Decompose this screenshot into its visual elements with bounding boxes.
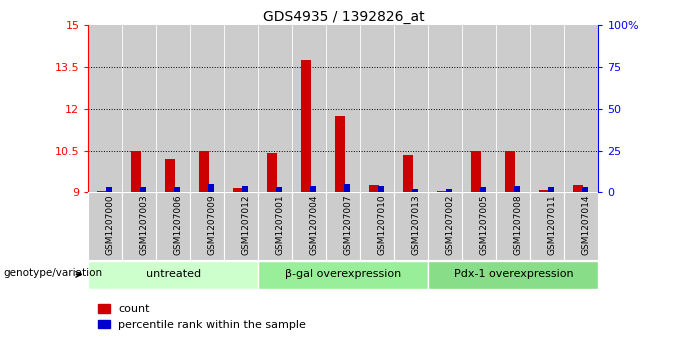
Bar xyxy=(233,188,243,192)
FancyBboxPatch shape xyxy=(88,261,258,289)
Text: untreated: untreated xyxy=(146,269,201,280)
Text: genotype/variation: genotype/variation xyxy=(3,268,103,278)
Text: Pdx-1 overexpression: Pdx-1 overexpression xyxy=(454,269,573,280)
Bar xyxy=(564,25,598,192)
Bar xyxy=(267,154,277,192)
Text: GSM1207013: GSM1207013 xyxy=(411,194,420,255)
Bar xyxy=(131,151,141,192)
Text: GSM1207000: GSM1207000 xyxy=(105,194,114,255)
Bar xyxy=(174,187,180,192)
FancyBboxPatch shape xyxy=(224,192,258,260)
Bar xyxy=(548,187,554,192)
Bar xyxy=(394,25,428,192)
FancyBboxPatch shape xyxy=(360,192,394,260)
Bar xyxy=(412,189,418,192)
FancyBboxPatch shape xyxy=(530,192,564,260)
FancyBboxPatch shape xyxy=(292,192,326,260)
Bar xyxy=(437,191,447,192)
Bar xyxy=(403,155,413,192)
FancyBboxPatch shape xyxy=(190,192,224,260)
Bar xyxy=(573,185,583,192)
Bar xyxy=(496,25,530,192)
Bar xyxy=(360,25,394,192)
Text: GSM1207010: GSM1207010 xyxy=(377,194,386,255)
FancyBboxPatch shape xyxy=(428,192,462,260)
Bar xyxy=(156,25,190,192)
Text: GSM1207002: GSM1207002 xyxy=(445,194,454,255)
FancyBboxPatch shape xyxy=(496,192,530,260)
Bar xyxy=(97,191,107,192)
Text: GSM1207014: GSM1207014 xyxy=(581,194,590,255)
Bar xyxy=(378,186,384,192)
Text: GSM1207008: GSM1207008 xyxy=(513,194,522,255)
Bar xyxy=(462,25,496,192)
Bar xyxy=(224,25,258,192)
Bar xyxy=(471,151,481,192)
FancyBboxPatch shape xyxy=(326,192,360,260)
FancyBboxPatch shape xyxy=(258,192,292,260)
Bar xyxy=(514,186,520,192)
Text: GSM1207001: GSM1207001 xyxy=(275,194,284,255)
Bar xyxy=(335,116,345,192)
Bar xyxy=(292,25,326,192)
Text: GSM1207004: GSM1207004 xyxy=(309,194,318,255)
Bar xyxy=(165,159,175,192)
FancyBboxPatch shape xyxy=(122,192,156,260)
Bar xyxy=(369,185,379,192)
Bar xyxy=(310,186,316,192)
Bar xyxy=(199,151,209,192)
Text: GSM1207006: GSM1207006 xyxy=(173,194,182,255)
Bar xyxy=(480,187,486,192)
Bar xyxy=(140,187,146,192)
Bar xyxy=(446,189,452,192)
Bar xyxy=(301,60,311,192)
FancyBboxPatch shape xyxy=(428,261,598,289)
Text: GSM1207009: GSM1207009 xyxy=(207,194,216,255)
Text: β-gal overexpression: β-gal overexpression xyxy=(286,269,401,280)
Bar xyxy=(208,184,214,192)
FancyBboxPatch shape xyxy=(258,261,428,289)
Bar xyxy=(539,190,549,192)
Text: GSM1207007: GSM1207007 xyxy=(343,194,352,255)
Bar xyxy=(530,25,564,192)
Bar xyxy=(122,25,156,192)
Bar xyxy=(344,184,350,192)
Bar xyxy=(326,25,360,192)
Text: GSM1207012: GSM1207012 xyxy=(241,194,250,255)
Text: GSM1207003: GSM1207003 xyxy=(139,194,148,255)
Text: GSM1207005: GSM1207005 xyxy=(479,194,488,255)
FancyBboxPatch shape xyxy=(394,192,428,260)
Bar xyxy=(190,25,224,192)
FancyBboxPatch shape xyxy=(462,192,496,260)
FancyBboxPatch shape xyxy=(156,192,190,260)
Bar xyxy=(258,25,292,192)
Bar xyxy=(582,187,588,192)
Bar xyxy=(88,25,122,192)
Title: GDS4935 / 1392826_at: GDS4935 / 1392826_at xyxy=(262,11,424,24)
Bar xyxy=(276,187,282,192)
Text: GSM1207011: GSM1207011 xyxy=(547,194,556,255)
Bar xyxy=(106,187,112,192)
Bar xyxy=(505,151,515,192)
Legend: count, percentile rank within the sample: count, percentile rank within the sample xyxy=(94,299,311,334)
Bar xyxy=(428,25,462,192)
FancyBboxPatch shape xyxy=(564,192,598,260)
FancyBboxPatch shape xyxy=(88,192,122,260)
Bar xyxy=(242,186,248,192)
